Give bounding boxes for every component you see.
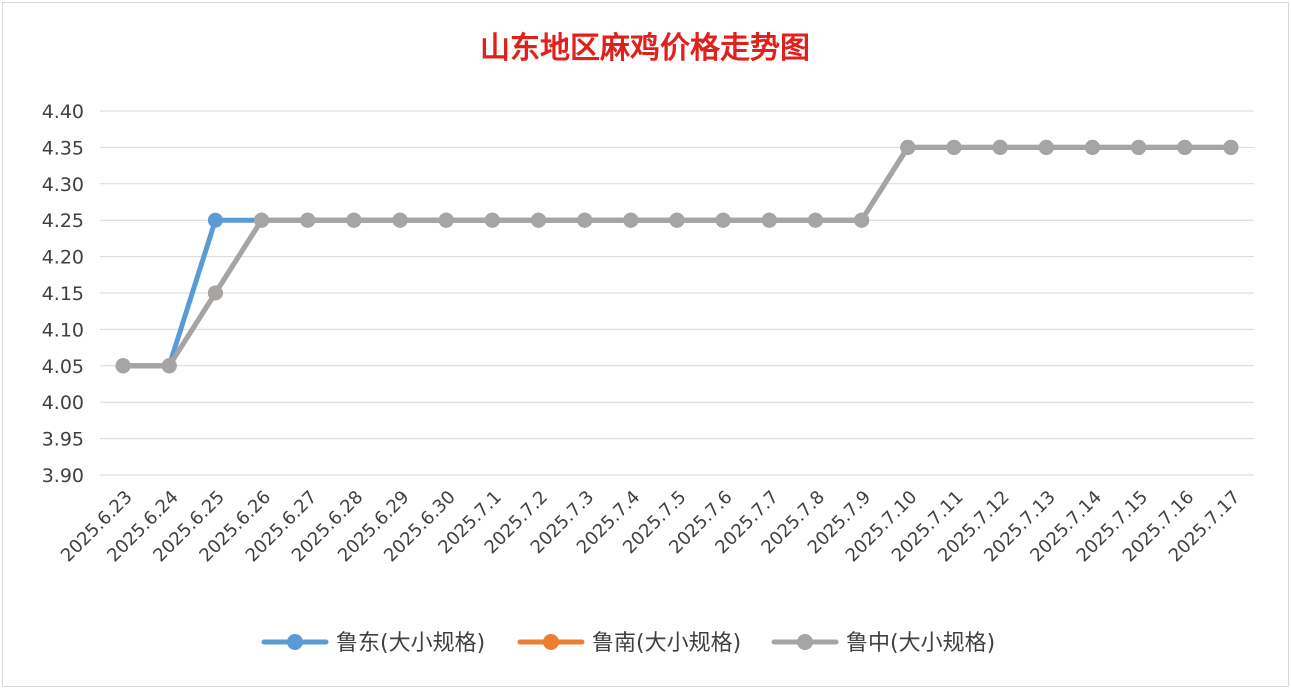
data-point — [346, 212, 362, 228]
data-point — [207, 285, 223, 301]
data-point — [115, 358, 131, 374]
legend-dot-marker — [287, 634, 303, 650]
data-point — [807, 212, 823, 228]
y-axis-ticks: 4.40 4.35 4.30 4.25 4.20 4.15 4.10 4.05 4.00 3.95… — [42, 101, 84, 487]
series-2 — [115, 139, 1239, 374]
legend-item[interactable]: 鲁中(大小规格) — [771, 631, 995, 656]
data-point — [1131, 139, 1147, 155]
y-tick-label: 4.05 — [42, 356, 84, 378]
y-tick-label: 4.00 — [42, 392, 84, 414]
y-tick-label: 3.90 — [42, 465, 84, 487]
legend-item[interactable]: 鲁东(大小规格) — [261, 631, 485, 656]
data-point — [623, 212, 639, 228]
y-tick-label: 4.10 — [42, 319, 84, 341]
data-point — [392, 212, 408, 228]
y-tick-label: 4.20 — [42, 247, 84, 269]
legend-item[interactable]: 鲁南(大小规格) — [517, 631, 741, 656]
data-point — [484, 212, 500, 228]
y-tick-label: 4.30 — [42, 174, 84, 196]
legend[interactable]: 鲁东(大小规格) 鲁南(大小规格) 鲁中(大小规格) — [261, 631, 995, 656]
data-point — [854, 212, 870, 228]
data-point — [669, 212, 685, 228]
data-point — [715, 212, 731, 228]
data-point — [207, 212, 223, 228]
data-point — [300, 212, 316, 228]
data-point — [1223, 139, 1239, 155]
data-point — [1038, 139, 1054, 155]
data-point — [761, 212, 777, 228]
data-point — [161, 358, 177, 374]
legend-label: 鲁东(大小规格) — [336, 631, 485, 656]
y-tick-label: 4.35 — [42, 137, 84, 159]
legend-dot-marker — [543, 634, 559, 650]
data-point — [577, 212, 593, 228]
y-tick-label: 4.25 — [42, 210, 84, 232]
y-tick-label: 3.95 — [42, 429, 84, 451]
data-point — [992, 139, 1008, 155]
series-lines — [115, 139, 1239, 374]
data-point — [946, 139, 962, 155]
data-point — [531, 212, 547, 228]
data-point — [900, 139, 916, 155]
legend-label: 鲁南(大小规格) — [592, 631, 741, 656]
data-point — [1084, 139, 1100, 155]
legend-dot-marker — [797, 634, 813, 650]
y-tick-label: 4.15 — [42, 283, 84, 305]
legend-label: 鲁中(大小规格) — [846, 631, 995, 656]
data-point — [254, 212, 270, 228]
data-point — [438, 212, 454, 228]
y-tick-label: 4.40 — [42, 101, 84, 123]
data-point — [1177, 139, 1193, 155]
chart-title: 山东地区麻鸡价格走势图 — [480, 31, 810, 66]
